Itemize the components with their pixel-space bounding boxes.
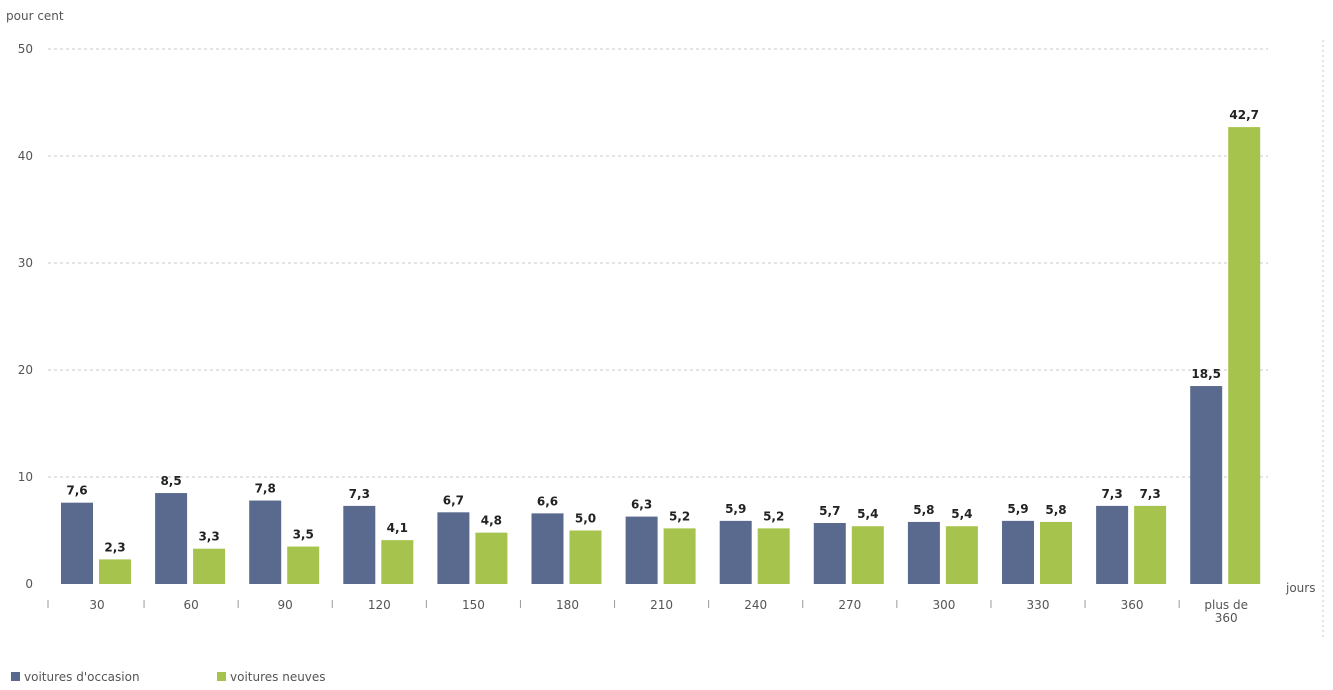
x-tick-label-360: 360 — [1121, 598, 1144, 612]
x-tick-label-120: 120 — [368, 598, 391, 612]
bar-neuves-30 — [99, 559, 131, 584]
legend-swatch-voitures-occasion — [11, 672, 20, 681]
data-label-neuves-60: 3,3 — [198, 530, 219, 544]
x-tick-label-plus-de-360-line-1: 360 — [1215, 611, 1238, 625]
data-label-occasion-360: 7,3 — [1101, 487, 1122, 501]
bar-occasion-60 — [155, 493, 188, 584]
bar-neuves-90 — [287, 546, 320, 584]
bar-neuves-60 — [193, 548, 226, 584]
bar-neuves-360 — [1134, 505, 1167, 584]
data-label-neuves-330: 5,8 — [1045, 503, 1066, 517]
x-tick-label-30: 30 — [89, 598, 104, 612]
data-label-neuves-360: 7,3 — [1139, 487, 1160, 501]
bar-occasion-90 — [249, 500, 282, 584]
y-tick-label-20: 20 — [18, 363, 33, 377]
y-tick-label-40: 40 — [18, 149, 33, 163]
data-label-occasion-270: 5,7 — [819, 504, 840, 518]
data-label-neuves-270: 5,4 — [857, 507, 878, 521]
data-label-occasion-330: 5,9 — [1007, 502, 1028, 516]
bar-occasion-210 — [625, 516, 658, 584]
bar-neuves-180 — [569, 530, 602, 584]
data-label-neuves-240: 5,2 — [763, 509, 784, 523]
bar-occasion-150 — [437, 512, 470, 584]
data-label-occasion-plus-de-360: 18,5 — [1191, 367, 1221, 381]
x-tick-label-270: 270 — [838, 598, 861, 612]
bar-occasion-plus-de-360 — [1190, 386, 1223, 584]
legend-label-voitures-occasion: voitures d'occasion — [24, 670, 140, 684]
x-tick-label-150: 150 — [462, 598, 485, 612]
data-label-occasion-150: 6,7 — [443, 493, 464, 507]
x-tick-label-240: 240 — [744, 598, 767, 612]
data-label-occasion-300: 5,8 — [913, 503, 934, 517]
bar-neuves-300 — [945, 526, 978, 584]
data-label-neuves-120: 4,1 — [387, 521, 408, 535]
y-tick-label-10: 10 — [18, 470, 33, 484]
x-tick-label-300: 300 — [932, 598, 955, 612]
bar-neuves-270 — [851, 526, 884, 584]
x-tick-label-90: 90 — [278, 598, 293, 612]
data-label-neuves-30: 2,3 — [104, 540, 125, 554]
data-label-neuves-300: 5,4 — [951, 507, 972, 521]
bar-occasion-240 — [719, 520, 752, 584]
data-label-neuves-210: 5,2 — [669, 509, 690, 523]
bar-occasion-330 — [1002, 520, 1034, 584]
bar-neuves-240 — [757, 528, 790, 584]
bar-occasion-180 — [531, 513, 564, 584]
data-label-occasion-240: 5,9 — [725, 502, 746, 516]
x-axis-unit-label: jours — [1285, 581, 1315, 595]
bar-occasion-300 — [907, 521, 940, 584]
y-axis-label: pour cent — [6, 9, 64, 23]
legend-swatch-voitures-neuves — [217, 672, 226, 681]
bar-occasion-30 — [61, 502, 93, 584]
x-tick-label-180: 180 — [556, 598, 579, 612]
data-label-neuves-90: 3,5 — [293, 528, 314, 542]
bar-neuves-330 — [1040, 521, 1072, 584]
y-tick-label-30: 30 — [18, 256, 33, 270]
bar-neuves-150 — [475, 532, 508, 584]
data-label-occasion-90: 7,8 — [255, 482, 276, 496]
bar-occasion-270 — [813, 523, 846, 584]
x-tick-label-plus-de-360-line-0: plus de — [1204, 598, 1248, 612]
bars-layer: 7,6 2,3 8,5 3,3 7,8 3,5 7,3 4,1 6,7 4,8 6,6 5,0 6,3 5… — [61, 108, 1261, 585]
bar-neuves-210 — [663, 528, 696, 584]
bar-occasion-120 — [343, 505, 376, 584]
x-tick-label-330: 330 — [1027, 598, 1050, 612]
y-tick-label-0: 0 — [25, 577, 33, 591]
legend-label-voitures-neuves: voitures neuves — [230, 670, 326, 684]
x-tick-label-60: 60 — [183, 598, 198, 612]
y-tick-label-50: 50 — [18, 42, 33, 56]
data-label-neuves-plus-de-360: 42,7 — [1229, 108, 1259, 122]
grid-layer: 0 10 20 30 40 50 — [18, 40, 1324, 640]
data-label-neuves-150: 4,8 — [481, 514, 502, 528]
bar-neuves-plus-de-360 — [1228, 127, 1261, 585]
x-ticks-layer: 30 60 90 120 150 180 210 240 270 300 330 360 plus de… — [47, 598, 1248, 625]
bar-occasion-360 — [1096, 505, 1129, 584]
data-label-neuves-180: 5,0 — [575, 512, 596, 526]
x-tick-label-210: 210 — [650, 598, 673, 612]
data-label-occasion-60: 8,5 — [160, 474, 181, 488]
data-label-occasion-180: 6,6 — [537, 494, 558, 508]
data-label-occasion-30: 7,6 — [66, 484, 87, 498]
data-label-occasion-210: 6,3 — [631, 498, 652, 512]
legend: voitures d'occasion voitures neuves — [11, 670, 326, 684]
data-label-occasion-120: 7,3 — [349, 487, 370, 501]
bar-neuves-120 — [381, 540, 414, 584]
